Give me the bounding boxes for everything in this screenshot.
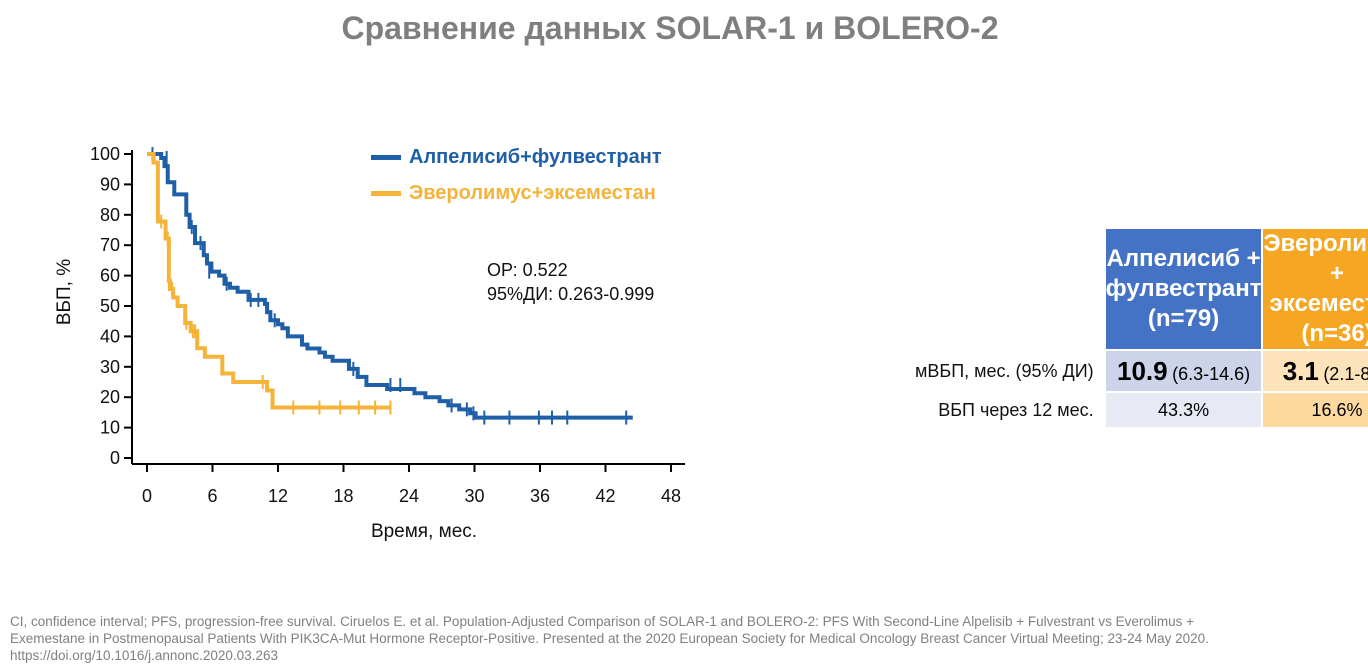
table-header-row: Алпелисиб + фулвестрант (n=79) Эверолиму… <box>915 229 1368 349</box>
x-tick-label: 12 <box>268 486 288 506</box>
y-tick-label: 90 <box>100 174 120 194</box>
cell-everolimus-12m: 16.6% <box>1263 393 1368 427</box>
table-row: ВБП через 12 мес. 43.3% 16.6% <box>915 393 1368 427</box>
header-alpelisib: Алпелисиб + фулвестрант (n=79) <box>1105 229 1262 349</box>
header-everolimus-line2: эксеместан <box>1269 290 1368 317</box>
median-ci: (6.3-14.6) <box>1172 363 1251 384</box>
row-label-pfs-12m: ВБП через 12 мес. <box>938 399 1094 420</box>
legend-swatch-orange <box>371 191 401 197</box>
median-value: 10.9 <box>1117 355 1168 386</box>
km-curve-everolimus <box>147 152 391 410</box>
y-tick-label: 50 <box>100 296 120 316</box>
legend-item-alpelisib: Алпелисиб+фулвестрант <box>371 146 662 169</box>
x-tick-label: 6 <box>207 486 217 506</box>
median-ci: (2.1-8.3) <box>1323 363 1368 384</box>
y-tick-label: 20 <box>100 387 120 407</box>
y-tick-label: 70 <box>100 235 120 255</box>
y-tick-label: 30 <box>100 357 120 377</box>
y-tick-label: 10 <box>100 418 120 438</box>
header-alpelisib-line2: фулвестрант <box>1105 275 1262 302</box>
x-tick-label: 0 <box>142 486 152 506</box>
chart-axes: 0 10 20 30 40 50 60 70 80 90 100 0 6 12 18 24 30 36 42 48 <box>90 144 685 506</box>
page-title: Сравнение данных SOLAR-1 и BOLERO-2 <box>341 10 999 46</box>
header-everolimus: Эверолимус + эксеместан (n=36) <box>1263 229 1368 349</box>
footnote-line: CI, confidence interval; PFS, progressio… <box>10 614 1195 629</box>
y-tick-label: 60 <box>100 266 120 286</box>
header-alpelisib-line3: (n=79) <box>1147 305 1220 332</box>
x-tick-label: 36 <box>530 486 550 506</box>
table-row: мВБП, мес. (95% ДИ) 10.9 (6.3-14.6) 3.1 … <box>915 351 1368 391</box>
y-axis-label: ВБП, % <box>54 259 75 325</box>
km-chart: 0 10 20 30 40 50 60 70 80 90 100 0 6 12 18 24 30 36 42 48 В… <box>54 144 685 542</box>
footnote-line: https://doi.org/10.1016/j.annonc.2020.03… <box>10 648 278 663</box>
median-value: 3.1 <box>1282 355 1319 386</box>
x-tick-label: 48 <box>661 486 681 506</box>
x-axis-label: Время, мес. <box>371 521 477 542</box>
cell-alpelisib-median: 10.9 (6.3-14.6) <box>1105 351 1262 391</box>
hazard-ratio-annotation: ОР: 0.522 95%ДИ: 0.263-0.999 <box>487 258 654 306</box>
cell-alpelisib-12m: 43.3% <box>1105 393 1262 427</box>
x-tick-label: 42 <box>595 486 615 506</box>
y-tick-label: 0 <box>110 448 120 468</box>
hr-ci: 95%ДИ: 0.263-0.999 <box>487 284 655 304</box>
y-tick-label: 100 <box>90 144 120 164</box>
legend-item-everolimus: Эверолимус+эксеместан <box>371 182 656 205</box>
x-tick-label: 24 <box>399 486 419 506</box>
chart-curves <box>147 147 633 425</box>
y-tick-label: 40 <box>100 326 120 346</box>
legend-label-alpelisib: Алпелисиб+фулвестрант <box>409 146 662 168</box>
footnote-line: Exemestane in Postmenopausal Patients Wi… <box>10 631 1209 646</box>
row-label-median-pfs: мВБП, мес. (95% ДИ) <box>915 360 1094 381</box>
header-everolimus-line1: Эверолимус + <box>1263 230 1368 287</box>
x-tick-label: 18 <box>333 486 353 506</box>
cell-everolimus-median: 3.1 (2.1-8.3) <box>1263 351 1368 391</box>
footnote: CI, confidence interval; PFS, progressio… <box>10 613 1350 664</box>
legend-swatch-blue <box>371 155 401 161</box>
x-tick-label: 30 <box>464 486 484 506</box>
header-everolimus-line3: (n=36) <box>1301 320 1368 347</box>
hr-value: ОР: 0.522 <box>487 260 568 280</box>
y-tick-label: 80 <box>100 205 120 225</box>
header-alpelisib-line1: Алпелисиб + <box>1106 245 1261 272</box>
legend-label-everolimus: Эверолимус+эксеместан <box>409 182 656 204</box>
km-curve-alpelisib <box>147 152 633 420</box>
comparison-table: Алпелисиб + фулвестрант (n=79) Эверолиму… <box>913 227 1368 429</box>
